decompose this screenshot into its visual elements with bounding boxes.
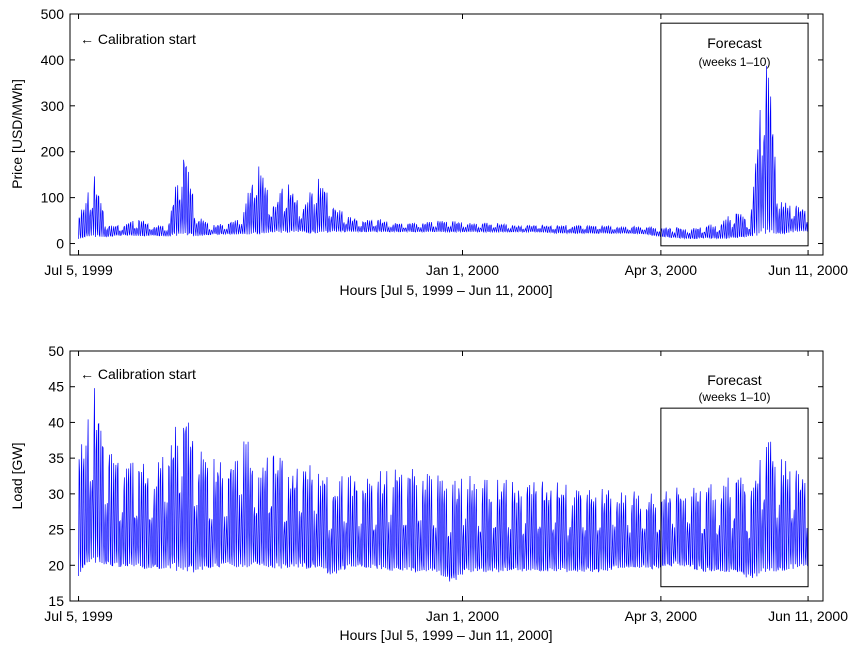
- load-forecast-sublabel: (weeks 1–10): [698, 390, 770, 404]
- load-xtick-label: Jan 1, 2000: [426, 608, 499, 624]
- load-ytick-label: 50: [48, 343, 64, 359]
- load-axes-frame: [69, 350, 824, 602]
- price-ytick-label: 300: [41, 98, 65, 114]
- load-forecast-label: Forecast: [707, 372, 762, 388]
- load-ticks: 15 20 25 30 35 40 45 50 Jul 5, 1999 Jan 1, 2000 Ap…: [44, 343, 848, 624]
- price-ytick-label: 500: [41, 6, 65, 22]
- load-xtick-label: Jul 5, 1999: [44, 608, 113, 624]
- price-forecast-box: [660, 22, 809, 247]
- price-series: [78, 65, 809, 240]
- price-calibration-annotation: ← Calibration start: [80, 31, 196, 47]
- load-xtick-label: Jun 11, 2000: [768, 608, 848, 624]
- load-series-line: [78, 388, 809, 582]
- load-ylabel: Load [GW]: [9, 443, 25, 510]
- load-ytick-label: 30: [48, 486, 64, 502]
- price-plot-area: [70, 14, 823, 255]
- load-ytick-label: 15: [48, 593, 64, 609]
- price-ytick-label: 0: [56, 236, 64, 252]
- load-xlabel: Hours [Jul 5, 1999 – Jun 11, 2000]: [340, 627, 553, 643]
- load-ytick-label: 45: [48, 379, 64, 395]
- price-annotations: ← Calibration start Forecast (weeks 1–10…: [80, 22, 809, 247]
- price-xtick-label: Jan 1, 2000: [426, 262, 499, 278]
- price-ytick-label: 100: [41, 190, 65, 206]
- load-chart: 15 20 25 30 35 40 45 50 Jul 5, 1999 Jan 1, 2000 Ap…: [9, 343, 848, 643]
- price-forecast-sublabel: (weeks 1–10): [698, 55, 770, 69]
- price-xtick-label: Jun 11, 2000: [768, 262, 848, 278]
- price-chart: 0 100 200 300 400 500 Jul 5, 1999 Jan 1, 2000 Ap…: [9, 6, 848, 298]
- load-ytick-label: 20: [48, 557, 64, 573]
- load-ytick-label: 35: [48, 450, 64, 466]
- price-series-line: [78, 65, 809, 240]
- load-ytick-label: 25: [48, 522, 64, 538]
- price-xlabel: Hours [Jul 5, 1999 – Jun 11, 2000]: [340, 282, 553, 298]
- load-ytick-label: 40: [48, 414, 64, 430]
- price-ytick-label: 200: [41, 144, 65, 160]
- load-annotations: ← Calibration start Forecast (weeks 1–10…: [80, 366, 809, 588]
- load-calibration-annotation: ← Calibration start: [80, 366, 196, 382]
- price-xtick-label: Apr 3, 2000: [625, 262, 698, 278]
- price-ticks: 0 100 200 300 400 500 Jul 5, 1999 Jan 1, 2000 Ap…: [41, 6, 849, 278]
- price-xtick-label: Jul 5, 1999: [44, 262, 113, 278]
- price-ytick-label: 400: [41, 52, 65, 68]
- load-forecast-box: [660, 407, 809, 588]
- price-axes-frame: [69, 13, 824, 256]
- price-ylabel: Price [USD/MWh]: [9, 79, 25, 189]
- load-xtick-label: Apr 3, 2000: [625, 608, 698, 624]
- price-forecast-label: Forecast: [707, 35, 762, 51]
- load-series: [78, 388, 809, 582]
